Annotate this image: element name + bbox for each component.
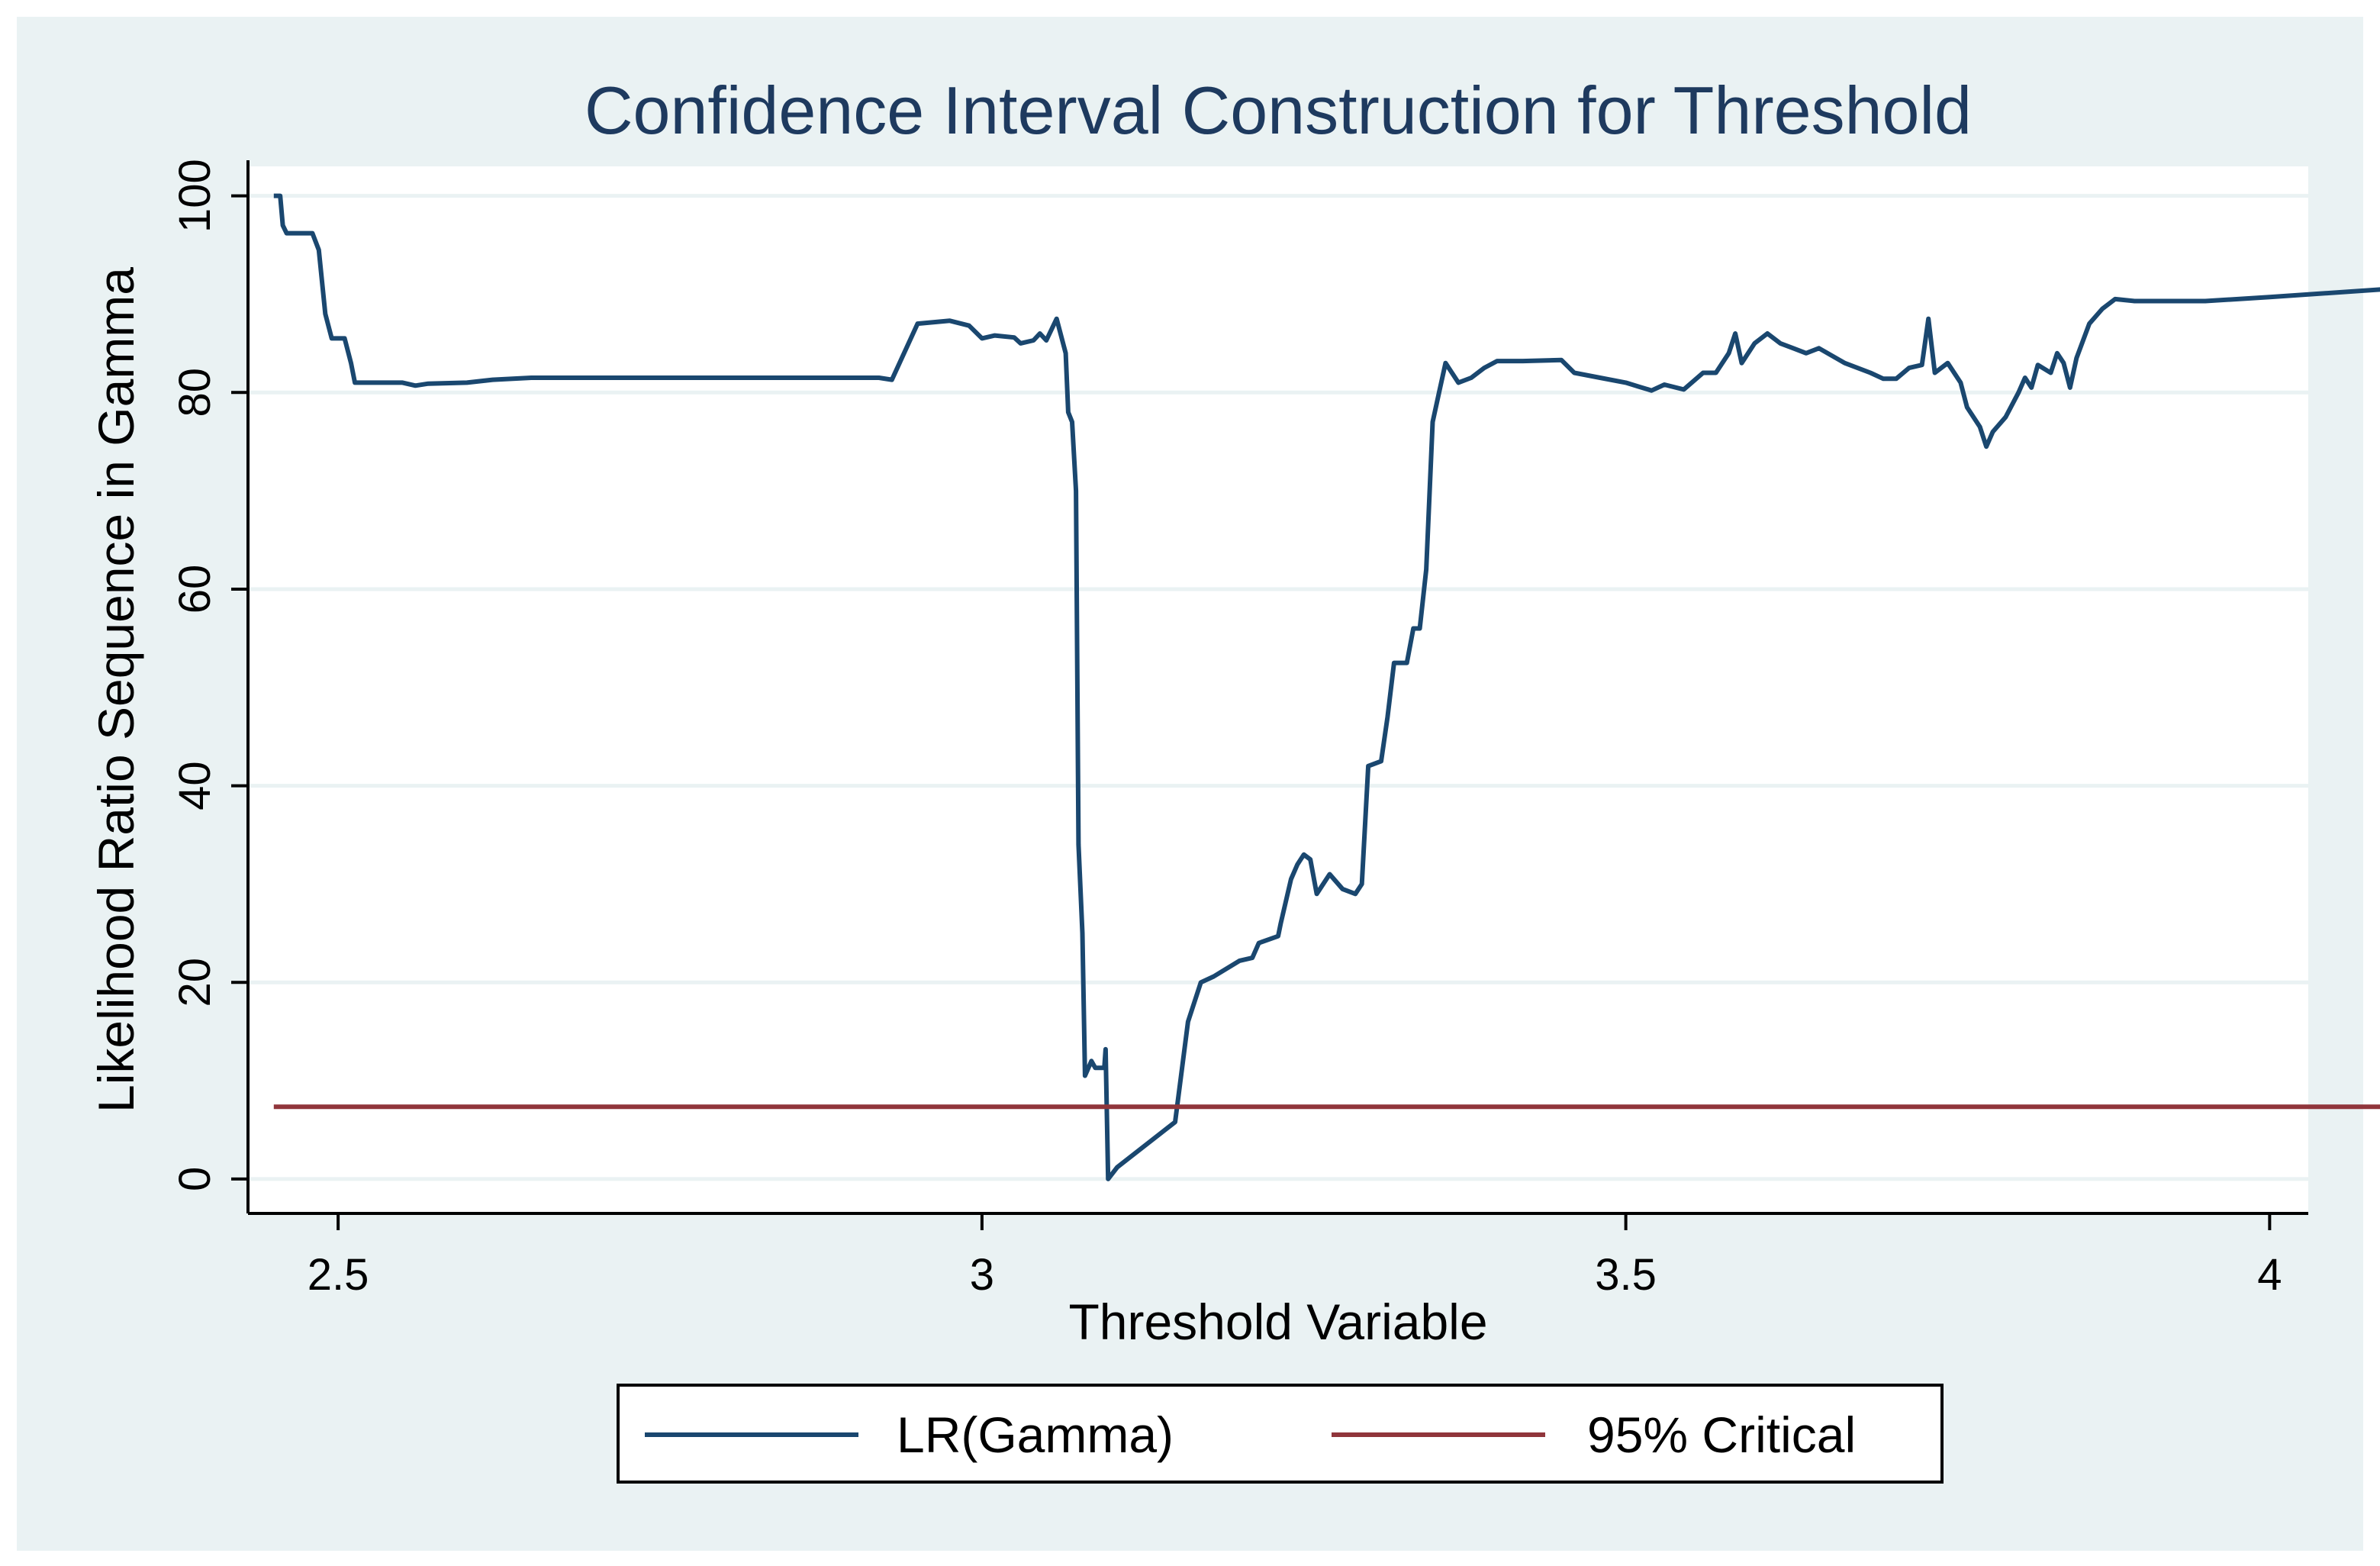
x-tick-label-3: 3 [970, 1250, 994, 1300]
y-tick-label-100: 100 [170, 159, 220, 233]
x-tick-label-3.5: 3.5 [1595, 1250, 1657, 1300]
series-layer [273, 193, 2380, 1181]
grid-lines [248, 194, 2308, 1181]
x-tick-label-4: 4 [2257, 1250, 2282, 1300]
y-tick-label-80: 80 [170, 368, 220, 417]
x-tick-label-2.5: 2.5 [308, 1250, 369, 1300]
y-tick-label-20: 20 [170, 958, 220, 1007]
y-tick-label-0: 0 [170, 1167, 220, 1191]
chart-title: Confidence Interval Construction for Thr… [585, 72, 1972, 148]
legend: LR(Gamma) 95% Critical [617, 1384, 1944, 1484]
x-axis-ticks: 2.5 3 3.5 4 [308, 1213, 2282, 1300]
legend-label-lr-gamma: LR(Gamma) [897, 1406, 1174, 1463]
y-axis-label: Likelihood Ratio Sequence in Gamma [88, 267, 144, 1113]
y-tick-label-40: 40 [170, 761, 220, 810]
legend-label-95-critical: 95% Critical [1587, 1406, 1856, 1463]
series-line-lr-gamma [273, 193, 2380, 1181]
x-axis-label: Threshold Variable [1068, 1294, 1487, 1350]
y-tick-label-60: 60 [170, 565, 220, 614]
plot-area [248, 166, 2308, 1213]
y-axis-ticks: 0 20 40 60 80 100 [170, 159, 248, 1191]
